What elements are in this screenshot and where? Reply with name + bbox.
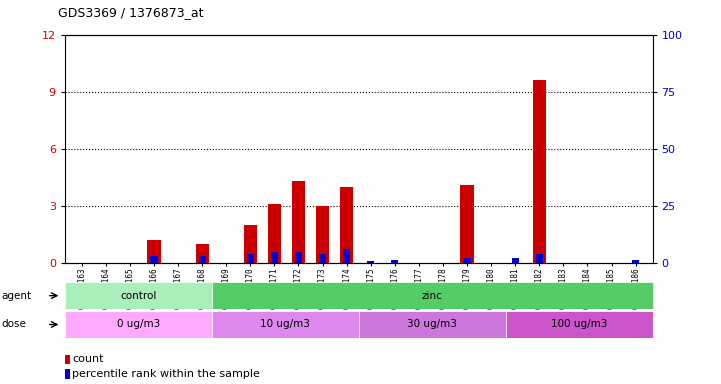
Bar [65,282,212,309]
Text: percentile rank within the sample: percentile rank within the sample [72,369,260,379]
Bar [533,80,546,263]
Bar [147,240,161,263]
Bar [151,256,158,263]
Bar [316,206,329,263]
Bar [267,204,281,263]
Bar [343,249,350,263]
Text: GDS3369 / 1376873_at: GDS3369 / 1376873_at [58,6,203,19]
Bar [244,225,257,263]
Bar [247,254,254,263]
Text: agent: agent [1,291,32,301]
Bar [367,261,374,263]
Bar [536,254,543,263]
Text: count: count [72,354,104,364]
Bar [212,282,653,309]
Bar [65,369,70,379]
Bar [65,355,70,364]
Bar [392,260,399,263]
Text: 100 ug/m3: 100 ug/m3 [551,319,607,329]
Text: 30 ug/m3: 30 ug/m3 [407,319,457,329]
Bar [359,311,505,338]
Bar [464,258,471,263]
Bar [292,181,305,263]
Bar [505,311,653,338]
Text: zinc: zinc [422,291,443,301]
Bar [271,252,278,263]
Text: dose: dose [1,319,27,329]
Bar [65,311,212,338]
Bar [461,185,474,263]
Text: control: control [120,291,156,301]
Bar [198,256,205,263]
Text: 0 ug/m3: 0 ug/m3 [117,319,160,329]
Bar [212,311,359,338]
Text: 10 ug/m3: 10 ug/m3 [260,319,310,329]
Bar [512,258,519,263]
Bar [295,252,302,263]
Bar [632,260,640,263]
Bar [340,187,353,263]
Bar [319,254,326,263]
Bar [195,244,209,263]
